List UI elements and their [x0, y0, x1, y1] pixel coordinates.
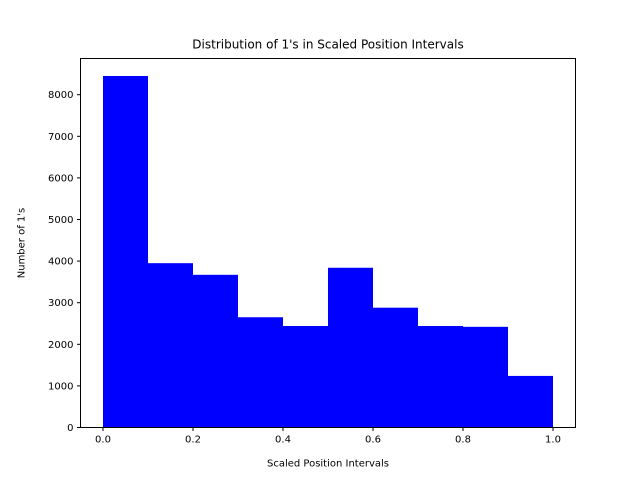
x-tick-label: 0.6: [365, 435, 381, 446]
histogram-bar: [418, 325, 463, 428]
y-tick-label: 2000: [48, 340, 73, 351]
histogram-bar: [328, 267, 373, 428]
bars-group: [103, 75, 553, 428]
histogram-bar: [193, 274, 238, 428]
histogram-bar: [463, 326, 508, 428]
y-tick-label: 1000: [48, 381, 73, 392]
histogram-bar: [103, 75, 148, 428]
chart-title: Distribution of 1's in Scaled Position I…: [192, 38, 463, 52]
y-tick-label: 6000: [48, 173, 73, 184]
histogram-bar: [283, 325, 328, 428]
x-tick-label: 0.0: [95, 435, 111, 446]
x-tick-label: 0.8: [455, 435, 471, 446]
histogram-bar: [148, 263, 193, 428]
y-tick-label: 7000: [48, 132, 73, 143]
x-axis-label: Scaled Position Intervals: [267, 459, 389, 470]
y-axis-label: Number of 1's: [17, 208, 28, 279]
histogram-bar: [373, 307, 418, 428]
y-axis: 0 1000 2000 3000 4000 5000 6000 7000 8000: [48, 90, 81, 434]
x-tick-label: 0.4: [275, 435, 291, 446]
histogram-bar: [508, 375, 553, 428]
plot-frame: [80, 58, 576, 428]
y-tick-label: 5000: [48, 215, 73, 226]
y-tick-label: 4000: [48, 257, 73, 268]
x-tick-label: 1.0: [545, 435, 561, 446]
x-axis: 0.0 0.2 0.4 0.6 0.8 1.0: [95, 427, 561, 446]
y-tick-label: 3000: [48, 298, 73, 309]
y-tick-label: 8000: [48, 90, 73, 101]
x-tick-label: 0.2: [185, 435, 201, 446]
y-tick-label: 0: [67, 423, 73, 434]
histogram-bar: [238, 317, 283, 428]
